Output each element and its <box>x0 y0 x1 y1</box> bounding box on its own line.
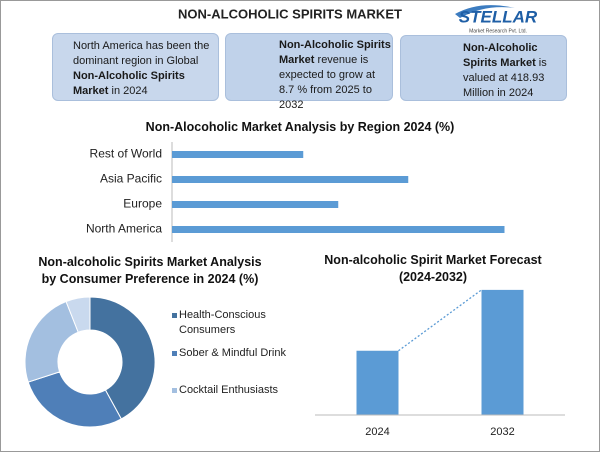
info-box: Non-Alcoholic Spirits Market is valued a… <box>400 35 567 101</box>
box-bold: Non-Alcoholic Spirits Market <box>73 70 185 97</box>
trend-line <box>398 289 482 352</box>
bar <box>172 201 339 208</box>
legend-label: Cocktail Enthusiasts <box>179 384 279 396</box>
x-tick-label: 2024 <box>365 426 389 438</box>
bar <box>172 226 505 233</box>
box-bold: Non-Alcoholic Spirits Market <box>279 39 391 66</box>
y-tick-label: Europe <box>123 197 162 211</box>
info-box: Non-Alcoholic Spirits Market revenue is … <box>225 33 393 111</box>
y-tick-label: Asia Pacific <box>100 172 162 186</box>
box-text: is valued at 418.93 Million in 2024 <box>463 57 547 99</box>
logo-name: STELLAR <box>459 7 538 26</box>
pie-slice <box>27 371 122 428</box>
legend-marker <box>172 313 177 318</box>
y-tick-label: North America <box>86 222 162 236</box>
bar <box>172 151 304 158</box>
pie-slice <box>89 296 156 420</box>
box-text: revenue is expected to grow at 8.7 % fro… <box>279 54 376 111</box>
logo-tagline: Market Research Pvt. Ltd. <box>469 28 527 34</box>
info-box: North America has been the dominant regi… <box>52 33 219 101</box>
pie-slice <box>65 296 91 333</box>
logo-swoosh <box>455 5 515 18</box>
legend-label: Health-Conscious Consumers <box>179 309 266 336</box>
chart-title: Non-alcoholic Spirit Market Forecast (20… <box>324 253 542 284</box>
page-title: NON-ALCOHOLIC SPIRITS MARKET <box>178 6 402 21</box>
box-text: North America has been the dominant regi… <box>73 40 210 67</box>
chart-title: Non-alcoholic Spirits Market Analysis by… <box>38 255 262 286</box>
legend-marker <box>172 388 177 393</box>
bar <box>356 350 399 415</box>
chart-title: Non-Alocoholic Market Analysis by Region… <box>145 120 455 134</box>
legend-label: Sober & Mindful Drink <box>179 347 286 359</box>
y-tick-label: Rest of World <box>90 147 162 161</box>
box-bold: Non-Alcoholic Spirits Market <box>463 42 538 69</box>
pie-slice <box>24 300 79 383</box>
bar <box>481 289 524 415</box>
box-text: in 2024 <box>108 85 148 97</box>
bar <box>172 176 409 183</box>
x-tick-label: 2032 <box>490 426 514 438</box>
legend-marker <box>172 351 177 356</box>
